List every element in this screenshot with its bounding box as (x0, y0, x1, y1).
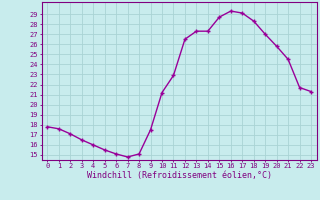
X-axis label: Windchill (Refroidissement éolien,°C): Windchill (Refroidissement éolien,°C) (87, 171, 272, 180)
